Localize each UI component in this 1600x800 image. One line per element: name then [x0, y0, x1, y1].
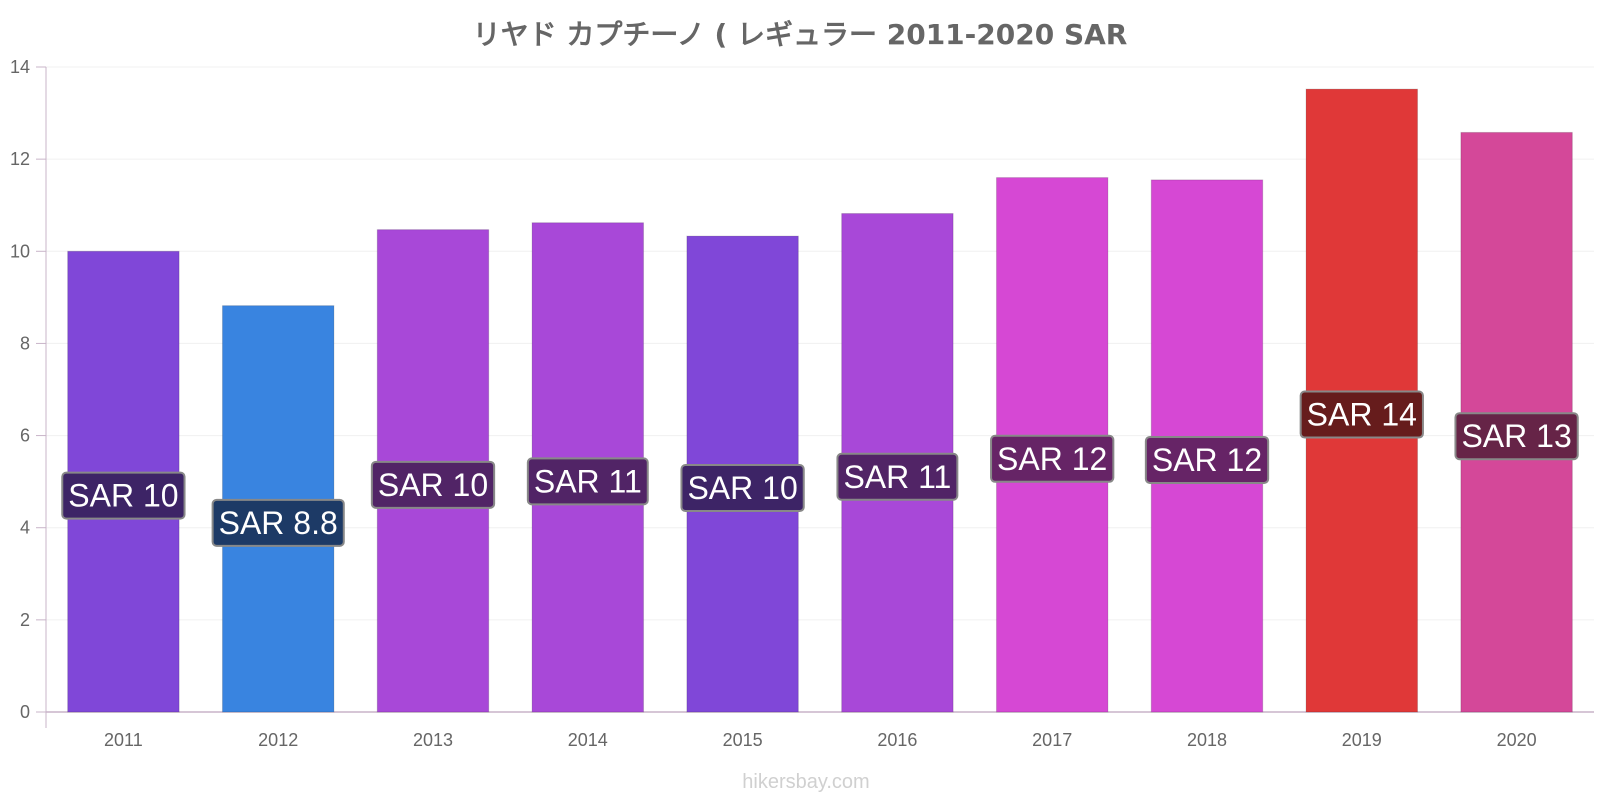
data-labels: SAR 10 SAR 8.8 SAR 10 SAR 11 SAR 10 SAR 11 SAR… [61, 390, 1579, 547]
y-tick-label: 0 [20, 702, 30, 722]
data-label-box [211, 498, 345, 547]
data-label-text: SAR 11 [843, 459, 951, 495]
data-label: SAR 13 [1454, 412, 1579, 461]
data-label-box [680, 464, 805, 513]
x-tick-label: 2019 [1342, 730, 1382, 750]
data-label-box [1299, 390, 1424, 439]
data-label-box [990, 434, 1115, 483]
x-tick-label: 2020 [1497, 730, 1537, 750]
data-label-text: SAR 11 [534, 463, 642, 499]
source-watermark: hikersbay.com [742, 771, 869, 793]
x-tick-label: 2014 [568, 730, 608, 750]
data-label-text: SAR 10 [687, 470, 797, 506]
data-label: SAR 8.8 [211, 498, 345, 547]
data-label: SAR 14 [1299, 390, 1424, 439]
data-label-box [1454, 412, 1579, 461]
x-tick-label: 2012 [258, 730, 298, 750]
data-label: SAR 10 [61, 471, 186, 520]
data-label: SAR 10 [680, 464, 805, 513]
y-tick-label: 12 [10, 149, 30, 169]
data-label-box [1144, 435, 1270, 484]
y-tick-label: 6 [20, 426, 30, 446]
data-label-box [370, 460, 496, 509]
data-label-box [526, 457, 649, 506]
data-label: SAR 10 [370, 460, 496, 509]
data-label-text: SAR 12 [997, 441, 1107, 477]
data-label-box [836, 452, 959, 501]
data-label: SAR 12 [1144, 435, 1270, 484]
data-label-text: SAR 14 [1307, 397, 1417, 433]
chart-title: リヤド カプチーノ ( レギュラー 2011-2020 SAR [473, 18, 1128, 51]
data-label: SAR 11 [526, 457, 649, 506]
y-tick-label: 2 [20, 610, 30, 630]
x-tick-label: 2017 [1032, 730, 1072, 750]
y-tick-label: 4 [20, 518, 30, 538]
x-tick-label: 2011 [104, 730, 143, 750]
x-tick-label: 2013 [413, 730, 453, 750]
data-label-text: SAR 10 [68, 478, 178, 514]
data-label-text: SAR 8.8 [219, 505, 338, 541]
data-label-text: SAR 12 [1152, 442, 1262, 478]
y-tick-label: 10 [10, 241, 30, 261]
x-tick-label: 2018 [1187, 730, 1227, 750]
data-label-text: SAR 13 [1461, 418, 1571, 454]
data-label: SAR 11 [836, 452, 959, 501]
y-tick-label: 8 [20, 333, 30, 353]
y-tick-label: 14 [10, 57, 30, 77]
data-label-box [61, 471, 186, 520]
x-tick-label: 2015 [723, 730, 763, 750]
data-label: SAR 12 [990, 434, 1115, 483]
data-label-text: SAR 10 [378, 467, 488, 503]
x-tick-label: 2016 [877, 730, 917, 750]
